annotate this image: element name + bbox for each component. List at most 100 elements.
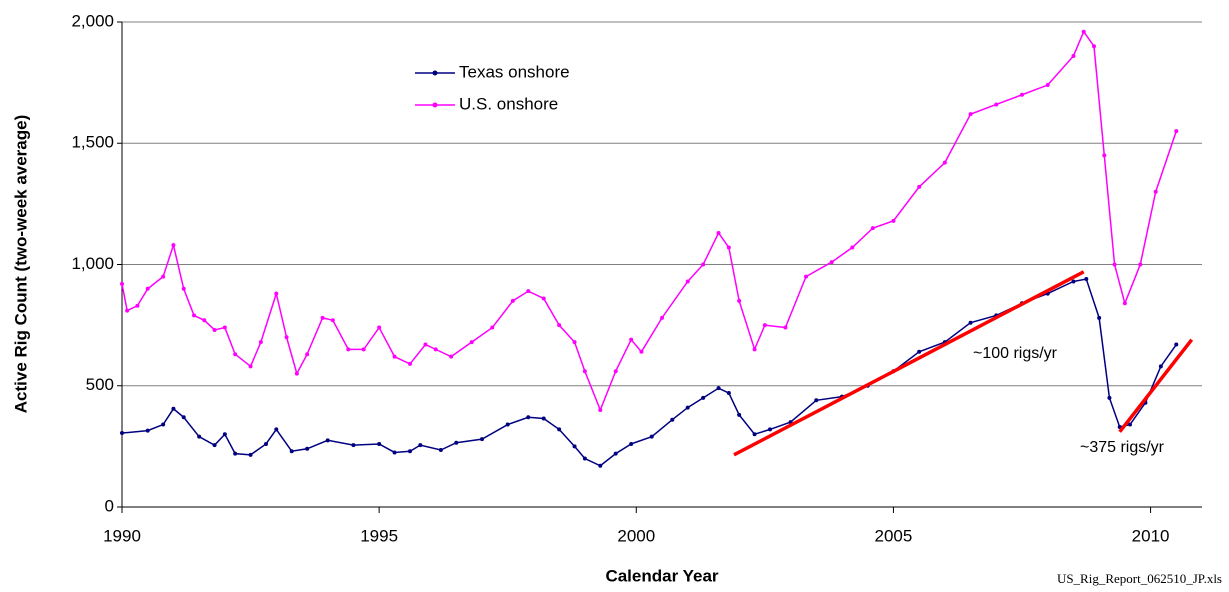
y-tick-label: 1,500 (71, 133, 114, 152)
series-marker (752, 432, 757, 437)
series-marker (726, 391, 731, 396)
series-marker (233, 451, 238, 456)
series-marker (1174, 129, 1179, 134)
series-marker (392, 450, 397, 455)
series-marker (346, 347, 351, 352)
series-marker (202, 318, 207, 323)
series-marker (438, 448, 443, 453)
series-marker (582, 369, 587, 374)
y-tick-label: 500 (86, 375, 114, 394)
series-marker (1174, 342, 1179, 347)
series-marker (505, 422, 510, 427)
series-marker (145, 428, 150, 433)
series-marker (330, 318, 335, 323)
series-marker (541, 296, 546, 301)
trend-label: ~375 rigs/yr (1080, 439, 1165, 456)
series-marker (1084, 277, 1089, 282)
series-marker (942, 160, 947, 165)
series-marker (248, 452, 253, 457)
series-marker (222, 432, 227, 437)
series-marker (171, 406, 176, 411)
series-marker (629, 337, 634, 342)
legend-label: Texas onshore (459, 62, 570, 81)
series-marker (737, 298, 742, 303)
series-marker (490, 325, 495, 330)
series-marker (598, 408, 603, 412)
trend-label: ~100 rigs/yr (973, 345, 1058, 362)
x-axis-label: Calendar Year (605, 566, 718, 585)
series-marker (1071, 53, 1076, 58)
series-marker (1107, 395, 1112, 400)
y-tick-label: 1,000 (71, 254, 114, 273)
x-tick-label: 2005 (875, 526, 913, 545)
series-marker (161, 422, 166, 427)
series-marker (737, 412, 742, 417)
series-marker (289, 449, 294, 454)
series-marker (181, 415, 186, 420)
series-marker (197, 434, 202, 439)
series-marker (361, 347, 366, 352)
legend-label: U.S. onshore (459, 94, 558, 113)
series-marker (572, 340, 577, 345)
series-marker (598, 463, 603, 468)
series-marker (685, 405, 690, 410)
series-marker (660, 315, 664, 320)
series-marker (1122, 301, 1127, 306)
y-tick-label: 0 (105, 496, 114, 515)
series-marker (351, 443, 356, 448)
series-marker (685, 279, 690, 284)
series-marker (917, 349, 922, 354)
series-marker (917, 184, 922, 189)
series-marker (480, 437, 484, 442)
series-marker (305, 446, 310, 451)
series-marker (212, 443, 217, 448)
y-axis-label: Active Rig Count (two-week average) (11, 115, 30, 414)
series-marker (454, 440, 459, 445)
series-marker (649, 434, 654, 439)
series-marker (762, 323, 767, 328)
series-marker (582, 456, 587, 461)
trend-line (733, 270, 1085, 457)
series-marker (171, 243, 176, 248)
series-marker (804, 274, 808, 279)
series-marker (423, 342, 428, 347)
series-marker (870, 226, 875, 231)
series-marker (264, 441, 268, 446)
series-marker (274, 291, 279, 296)
series-marker (1138, 262, 1143, 267)
x-tick-label: 1990 (103, 526, 141, 545)
series-marker (418, 443, 423, 448)
series-marker (120, 431, 124, 436)
series-marker (510, 298, 515, 303)
series-marker (469, 340, 474, 345)
series-marker (248, 364, 253, 369)
series-marker (1153, 189, 1158, 194)
trend-line (1118, 338, 1194, 433)
series-marker (161, 274, 166, 279)
series-marker (541, 416, 546, 421)
series-marker (994, 102, 999, 107)
series-marker (557, 323, 562, 328)
series-marker (325, 438, 330, 443)
series-marker (1112, 262, 1117, 267)
series-marker (135, 303, 140, 308)
series-marker (701, 262, 706, 267)
series-marker (1081, 29, 1086, 34)
series-marker (294, 371, 299, 376)
series-marker (274, 427, 279, 432)
y-tick-label: 2,000 (71, 11, 114, 30)
series-marker (613, 369, 618, 374)
series-marker (408, 361, 412, 366)
series-marker (1158, 364, 1163, 369)
series-marker (305, 352, 310, 357)
x-tick-label: 2010 (1132, 526, 1170, 545)
series-marker (850, 245, 855, 250)
legend-marker (432, 70, 438, 76)
series-marker (526, 415, 531, 420)
series-marker (377, 325, 382, 330)
series-marker (125, 308, 130, 313)
series-marker (181, 286, 186, 291)
series-marker (572, 444, 577, 449)
series-marker (433, 347, 438, 352)
series-marker (222, 325, 227, 330)
